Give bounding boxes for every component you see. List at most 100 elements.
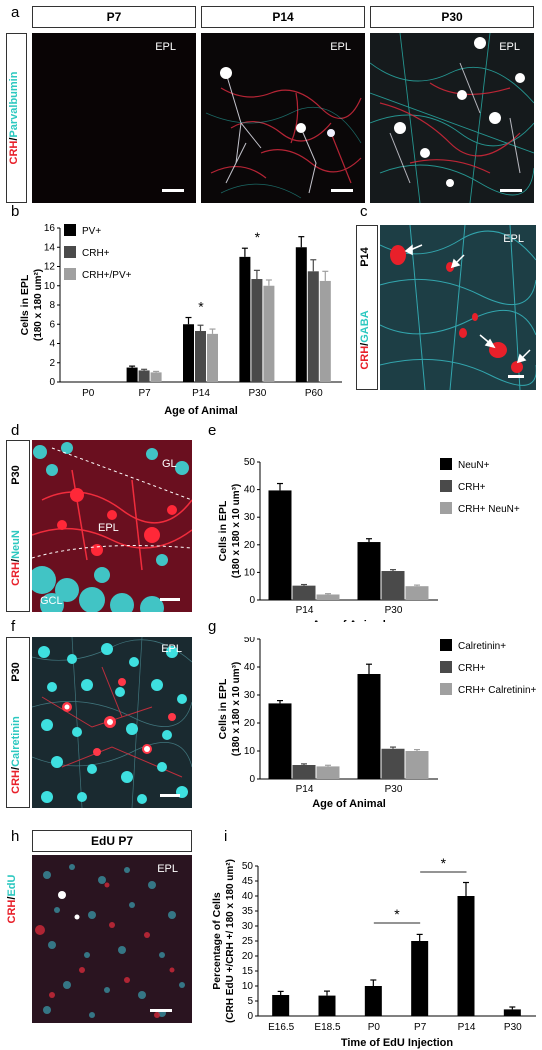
legend-label: CRH+/PV+ <box>82 270 132 281</box>
panel-c-label-box: P14 CRH/GABA <box>356 225 378 390</box>
panel-g-letter: g <box>208 618 217 635</box>
region-label-epl: EPL <box>155 41 176 53</box>
y-tick-label: 0 <box>249 774 255 785</box>
panel-a-letter: a <box>11 4 20 21</box>
y-axis-label-line1: Percentage of Cells <box>211 892 223 990</box>
bar <box>405 586 429 600</box>
crh-stain-text: CRH <box>10 769 22 794</box>
legend-swatch <box>440 458 452 470</box>
bar <box>195 330 206 382</box>
legend-swatch <box>64 246 76 258</box>
panel-h-letter: h <box>11 828 20 845</box>
x-tick-label: P60 <box>305 388 323 399</box>
y-tick-label: 10 <box>242 981 254 992</box>
p14-neuron-drawing <box>205 67 362 199</box>
y-axis-label-line2: (180 x 180 x 10 um³) <box>231 484 242 579</box>
crh-stain-text: CRH <box>10 561 22 586</box>
x-tick-label: E18.5 <box>314 1022 341 1033</box>
x-tick-label: P14 <box>192 388 210 399</box>
neun-drawing <box>32 440 192 612</box>
chart-b: 0 2 4 6 8 10 12 14 16 P0 P7 P14 P30 P60 Age of Animal C… <box>19 223 342 417</box>
x-tick-label: P7 <box>414 1022 427 1033</box>
bar <box>268 703 292 779</box>
legend-label: CRH+ NeuN+ <box>458 504 520 515</box>
bar <box>405 751 429 779</box>
significance-star: * <box>255 229 261 245</box>
y-tick-label: 8 <box>49 300 55 311</box>
bar <box>316 766 340 779</box>
parvalbumin-stain-text: Parvalbumin <box>8 71 20 138</box>
scale-bar <box>160 598 180 601</box>
y-tick-label: 50 <box>242 861 254 872</box>
bar <box>126 367 138 382</box>
legend-label: NeuN+ <box>458 460 490 471</box>
region-label-epl: EPL <box>503 233 524 245</box>
significance-star: * <box>394 906 400 922</box>
panel-a-stain-label: CRH/Parvalbumin <box>8 33 26 203</box>
x-tick-label: P30 <box>504 1022 522 1033</box>
region-label-epl: EPL <box>157 863 178 875</box>
region-label-epl: EPL <box>161 643 182 655</box>
y-tick-label: 35 <box>242 906 254 917</box>
gaba-stain-text: GABA <box>359 310 371 343</box>
legend-label: CRH+ Calretinin+ <box>458 685 537 696</box>
chart-i: 0 5 10 15 20 25 30 35 40 45 50 E16.5 E18.5 P0 P7 P14 P30… <box>211 855 536 1049</box>
panel-h-stain-label: CRH/EdU <box>6 868 24 930</box>
micrograph-d: GL EPL GCL <box>32 440 192 612</box>
y-axis-label-line1: Cells in EPL <box>19 274 31 335</box>
legend-label: CRH+ <box>458 663 486 674</box>
bar <box>239 256 251 382</box>
y-tick-label: 10 <box>244 567 256 578</box>
bar <box>319 280 331 382</box>
x-tick-label: P0 <box>82 388 95 399</box>
bar <box>316 594 340 600</box>
panel-i-letter: i <box>224 828 228 845</box>
y-axis-label-line1: Cells in EPL <box>217 500 229 561</box>
panel-c-age-label: P14 <box>359 247 371 267</box>
region-label-epl: EPL <box>499 41 520 53</box>
x-tick-label: P7 <box>138 388 151 399</box>
legend-label: Calretinin+ <box>458 641 506 652</box>
x-axis-label: Age of Animal <box>312 619 386 622</box>
panel-e-letter: e <box>208 422 217 439</box>
y-tick-label: 0 <box>49 377 55 388</box>
micrograph-p7: EPL <box>32 33 196 203</box>
legend-swatch <box>64 224 76 236</box>
bar <box>207 333 218 382</box>
y-axis-label-line2: (180 x 180 x 10 um³) <box>231 662 242 757</box>
calretinin-drawing <box>32 637 192 808</box>
bar <box>503 1009 521 1016</box>
x-axis-label: Age of Animal <box>164 405 238 417</box>
region-label-gl: GL <box>162 458 177 470</box>
y-tick-label: 20 <box>244 540 256 551</box>
bar <box>381 571 405 600</box>
y-tick-label: 40 <box>244 662 256 673</box>
y-axis-label-line2: (CRH EdU +/CRH +/ 180 x 180 um²) <box>225 859 236 1023</box>
bar <box>295 247 307 382</box>
panel-f-age-label: P30 <box>10 662 22 682</box>
bar <box>318 995 336 1016</box>
region-label-epl: EPL <box>98 522 119 534</box>
panel-h-header: EdU P7 <box>32 830 192 852</box>
bar <box>411 941 429 1016</box>
chart-e: 0 10 20 30 40 50 P14 P30 Age of Animal Cells in E… <box>217 457 520 622</box>
x-tick-label: P14 <box>296 784 314 795</box>
y-tick-label: 30 <box>244 512 256 523</box>
y-tick-label: 2 <box>49 358 55 369</box>
y-tick-label: 6 <box>49 319 55 330</box>
y-tick-label: 40 <box>244 485 256 496</box>
x-axis-label: Age of Animal <box>312 798 386 810</box>
scale-bar <box>160 794 180 797</box>
y-tick-label: 30 <box>242 921 254 932</box>
y-tick-label: 0 <box>247 1011 253 1022</box>
region-label-gcl: GCL <box>40 595 63 607</box>
panel-b-letter: b <box>11 203 20 220</box>
y-tick-label: 4 <box>49 339 55 350</box>
scale-bar <box>500 189 522 192</box>
y-tick-label: 16 <box>44 223 56 234</box>
y-tick-label: 25 <box>242 936 254 947</box>
panel-f-letter: f <box>11 618 16 635</box>
chart-g: 0 10 20 30 40 50 P14 P30 Age of Animal Cells in E… <box>217 637 537 810</box>
significance-star: * <box>198 299 204 315</box>
stain-separator: / <box>10 558 22 562</box>
